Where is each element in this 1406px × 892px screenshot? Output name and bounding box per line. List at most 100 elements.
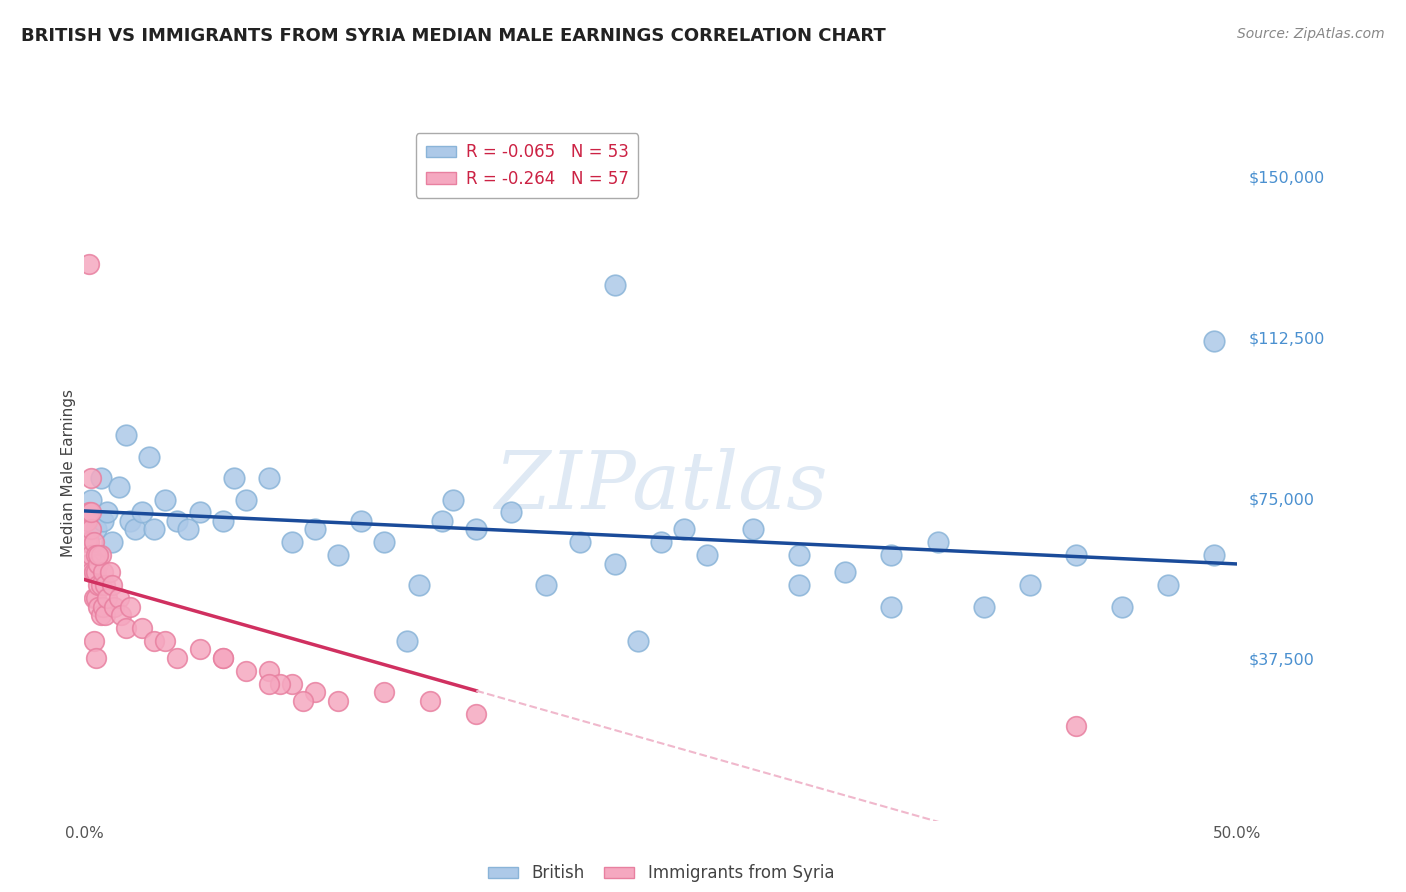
- Point: [142, 633, 165, 648]
- Point: [108, 480, 131, 494]
- Point: [120, 599, 142, 614]
- Point: [1064, 548, 1087, 562]
- Point: [110, 608, 132, 623]
- Point: [87, 599, 110, 614]
- Point: [131, 505, 153, 519]
- Point: [84, 566, 107, 580]
- Point: [80, 492, 103, 507]
- Text: BRITISH VS IMMIGRANTS FROM SYRIA MEDIAN MALE EARNINGS CORRELATION CHART: BRITISH VS IMMIGRANTS FROM SYRIA MEDIAN …: [21, 27, 886, 45]
- Point: [742, 523, 765, 537]
- Point: [80, 566, 103, 580]
- Point: [80, 471, 103, 485]
- Point: [83, 633, 105, 648]
- Point: [304, 523, 326, 537]
- Point: [84, 591, 107, 605]
- Text: ZIPatlas: ZIPatlas: [494, 448, 828, 525]
- Point: [499, 505, 522, 519]
- Point: [120, 514, 142, 528]
- Point: [77, 505, 100, 519]
- Point: [834, 566, 856, 580]
- Point: [603, 278, 626, 293]
- Point: [153, 492, 176, 507]
- Point: [1157, 578, 1180, 592]
- Point: [627, 633, 650, 648]
- Point: [326, 548, 349, 562]
- Point: [84, 523, 107, 537]
- Y-axis label: Median Male Earnings: Median Male Earnings: [60, 389, 76, 557]
- Point: [696, 548, 718, 562]
- Point: [83, 566, 105, 580]
- Point: [281, 535, 304, 549]
- Point: [235, 492, 257, 507]
- Text: $150,000: $150,000: [1249, 171, 1324, 186]
- Point: [87, 548, 110, 562]
- Point: [235, 664, 257, 678]
- Point: [304, 685, 326, 699]
- Point: [430, 514, 453, 528]
- Point: [89, 548, 111, 562]
- Point: [96, 591, 118, 605]
- Point: [1018, 578, 1040, 592]
- Point: [138, 450, 160, 464]
- Point: [115, 621, 138, 635]
- Text: $75,000: $75,000: [1249, 492, 1315, 507]
- Text: $112,500: $112,500: [1249, 332, 1324, 346]
- Point: [973, 599, 995, 614]
- Point: [115, 428, 138, 442]
- Point: [177, 523, 200, 537]
- Point: [91, 514, 114, 528]
- Point: [76, 514, 98, 528]
- Point: [188, 642, 211, 657]
- Text: $37,500: $37,500: [1249, 653, 1315, 667]
- Point: [650, 535, 672, 549]
- Text: Source: ZipAtlas.com: Source: ZipAtlas.com: [1237, 27, 1385, 41]
- Point: [257, 664, 280, 678]
- Point: [1111, 599, 1133, 614]
- Point: [80, 505, 103, 519]
- Point: [84, 651, 107, 665]
- Point: [603, 557, 626, 571]
- Point: [465, 706, 488, 721]
- Point: [927, 535, 949, 549]
- Point: [142, 523, 165, 537]
- Point: [281, 676, 304, 690]
- Point: [77, 535, 100, 549]
- Point: [91, 566, 114, 580]
- Point: [534, 578, 557, 592]
- Point: [211, 514, 233, 528]
- Point: [292, 694, 315, 708]
- Point: [224, 471, 246, 485]
- Point: [80, 548, 103, 562]
- Point: [211, 651, 233, 665]
- Point: [269, 676, 291, 690]
- Point: [89, 608, 111, 623]
- Point: [672, 523, 695, 537]
- Point: [188, 505, 211, 519]
- Point: [880, 548, 903, 562]
- Point: [96, 505, 118, 519]
- Point: [76, 535, 98, 549]
- Point: [787, 548, 810, 562]
- Point: [94, 608, 117, 623]
- Point: [87, 557, 110, 571]
- Point: [108, 591, 131, 605]
- Point: [373, 535, 395, 549]
- Point: [83, 591, 105, 605]
- Point: [87, 578, 110, 592]
- Point: [465, 523, 488, 537]
- Point: [98, 566, 121, 580]
- Point: [94, 578, 117, 592]
- Point: [441, 492, 464, 507]
- Point: [77, 557, 100, 571]
- Point: [101, 535, 124, 549]
- Point: [373, 685, 395, 699]
- Point: [787, 578, 810, 592]
- Point: [131, 621, 153, 635]
- Point: [396, 633, 419, 648]
- Point: [211, 651, 233, 665]
- Point: [880, 599, 903, 614]
- Point: [101, 578, 124, 592]
- Point: [84, 548, 107, 562]
- Point: [419, 694, 441, 708]
- Point: [103, 599, 125, 614]
